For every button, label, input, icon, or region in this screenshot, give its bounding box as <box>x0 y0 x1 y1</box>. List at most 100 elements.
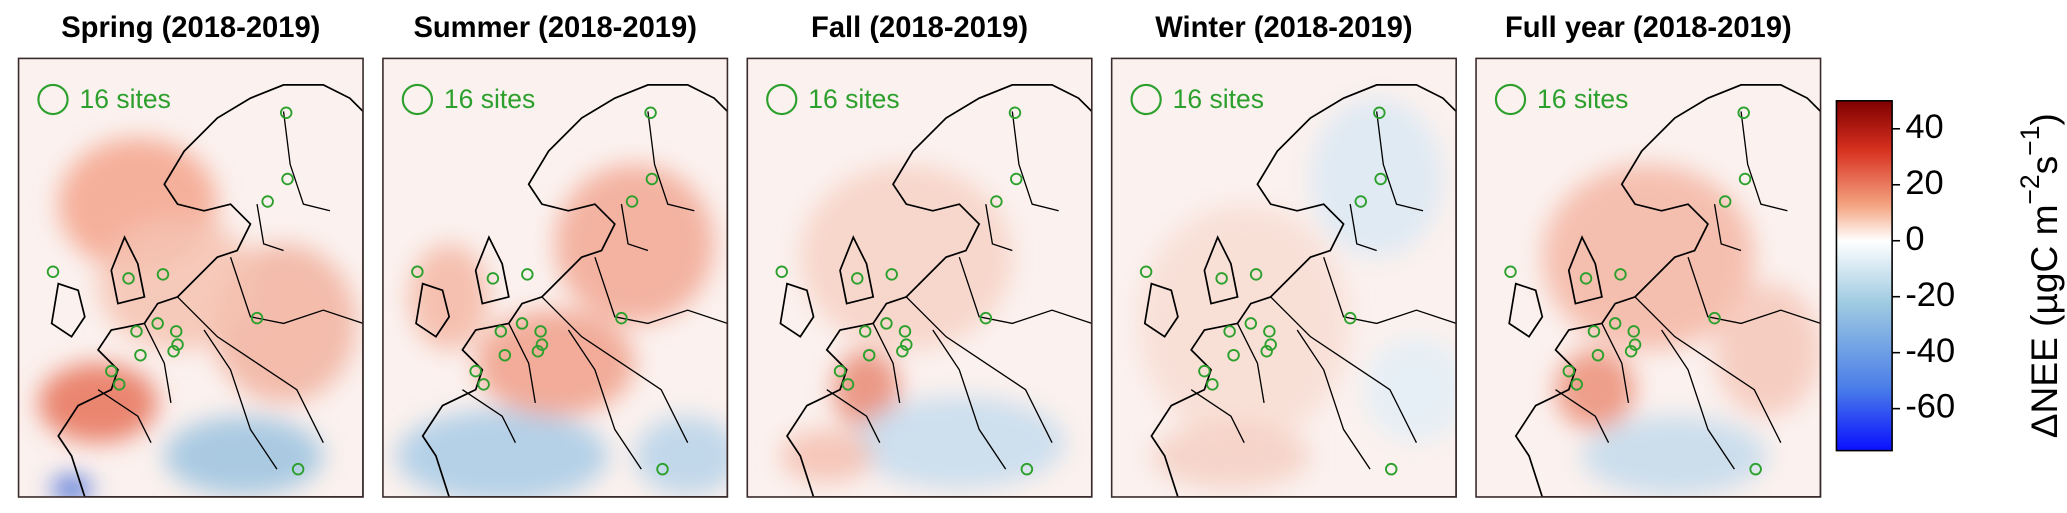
site-marker <box>841 378 855 391</box>
anomaly-blob <box>1151 422 1311 490</box>
legend-text: 16 sites <box>1537 84 1628 114</box>
site-marker <box>1020 462 1034 476</box>
panel-frame <box>382 57 729 498</box>
site-marker <box>1343 311 1357 325</box>
colorbar-tick-label: 0 <box>1905 220 1924 258</box>
label-superscript: −1 <box>2015 126 2045 156</box>
site-marker <box>521 268 534 281</box>
coastline <box>1508 84 1821 497</box>
colorbar-tick-label: -60 <box>1905 388 1955 426</box>
site-marker <box>531 345 545 358</box>
map-field <box>18 58 364 497</box>
anomaly-blob <box>853 396 1066 490</box>
site-marker <box>1264 338 1277 351</box>
site-marker <box>851 272 864 285</box>
site-marker <box>494 325 508 338</box>
anomaly-blob <box>1138 204 1351 443</box>
site-marker <box>645 172 659 186</box>
site-marker <box>1562 364 1576 378</box>
site-marker <box>1718 195 1732 208</box>
panel-title: Full year (2018-2019) <box>1505 12 1792 44</box>
site-marker <box>1215 272 1228 285</box>
anomaly-blob <box>98 217 258 350</box>
coastline <box>1143 84 1457 497</box>
site-marker <box>1579 272 1593 285</box>
legend-marker <box>37 83 69 116</box>
coastline <box>779 84 1092 497</box>
site-marker <box>169 325 183 338</box>
site-marker <box>775 265 788 278</box>
site-marker <box>134 348 147 362</box>
colorbar-tick-label: 20 <box>1905 164 1943 202</box>
map-field <box>747 58 1092 497</box>
site-marker <box>1260 345 1273 358</box>
site-marker <box>486 272 500 285</box>
site-marker <box>1008 106 1022 119</box>
site-marker <box>885 268 898 281</box>
site-marker <box>900 338 913 351</box>
panel-frame <box>1110 57 1457 498</box>
site-marker <box>1385 462 1398 476</box>
anomaly-blob <box>51 475 92 497</box>
site-marker <box>1354 195 1368 208</box>
site-marker <box>1244 317 1258 330</box>
coastline <box>415 84 728 497</box>
site-marker <box>896 345 909 358</box>
site-marker <box>130 325 143 338</box>
site-marker <box>411 265 424 278</box>
anomaly-field <box>780 164 1066 490</box>
colorbar-tick-label: -40 <box>1905 332 1955 370</box>
site-marker <box>171 338 184 351</box>
site-marker <box>534 325 547 338</box>
site-marker <box>261 195 274 208</box>
site-marker <box>1608 317 1622 330</box>
site-marker <box>1227 348 1240 362</box>
colorbar-tick-label: -20 <box>1905 276 1955 314</box>
anomaly-blob <box>833 349 900 430</box>
borders <box>462 111 728 470</box>
site-marker <box>880 317 893 330</box>
anomaly-blob <box>1582 416 1768 496</box>
label-part: ΔNEE (µgC m <box>2023 205 2065 439</box>
coastline <box>50 84 364 497</box>
site-marker <box>1570 378 1583 391</box>
borders <box>1190 111 1457 470</box>
site-marker <box>1374 172 1387 186</box>
legend-text: 16 sites <box>444 84 535 114</box>
map-panel: Full year (2018-2019) 16 sites <box>1475 12 1822 498</box>
borders <box>826 111 1092 470</box>
site-marker <box>1263 325 1276 338</box>
legend-text: 16 sites <box>808 84 899 114</box>
legend-marker <box>1130 83 1162 116</box>
site-marker <box>979 311 993 325</box>
legend-marker <box>401 83 434 116</box>
site-marker <box>990 195 1003 208</box>
anomaly-field <box>1138 98 1457 490</box>
colorbar-tick-label: 40 <box>1905 108 1943 146</box>
site-marker <box>833 364 847 378</box>
panel-title: Summer (2018-2019) <box>413 12 696 44</box>
site-marker <box>898 325 912 338</box>
panel-title: Spring (2018-2019) <box>61 12 320 44</box>
site-marker <box>1587 325 1601 338</box>
anomaly-blob <box>800 164 1013 350</box>
colorbar-label: ΔNEE (µgC m−2s−1) <box>2015 113 2065 438</box>
anomaly-field <box>38 137 357 497</box>
borders <box>1555 111 1821 470</box>
map-panel: Winter (2018-2019) 16 sites <box>1110 12 1457 498</box>
site-marker <box>469 364 482 378</box>
anomaly-blob <box>1310 98 1443 258</box>
map-panel: Summer (2018-2019) 16 sites <box>382 12 729 498</box>
site-marker <box>862 348 876 362</box>
legend-marker <box>1494 83 1527 116</box>
panel-frame <box>17 57 364 498</box>
site-marker <box>1737 106 1750 119</box>
site-marker <box>281 172 294 186</box>
anomaly-blob <box>634 416 728 496</box>
site-marker <box>477 378 490 391</box>
panel-frame <box>1475 57 1822 498</box>
site-marker <box>535 338 549 351</box>
site-marker <box>644 106 657 119</box>
site-marker <box>1738 172 1752 186</box>
